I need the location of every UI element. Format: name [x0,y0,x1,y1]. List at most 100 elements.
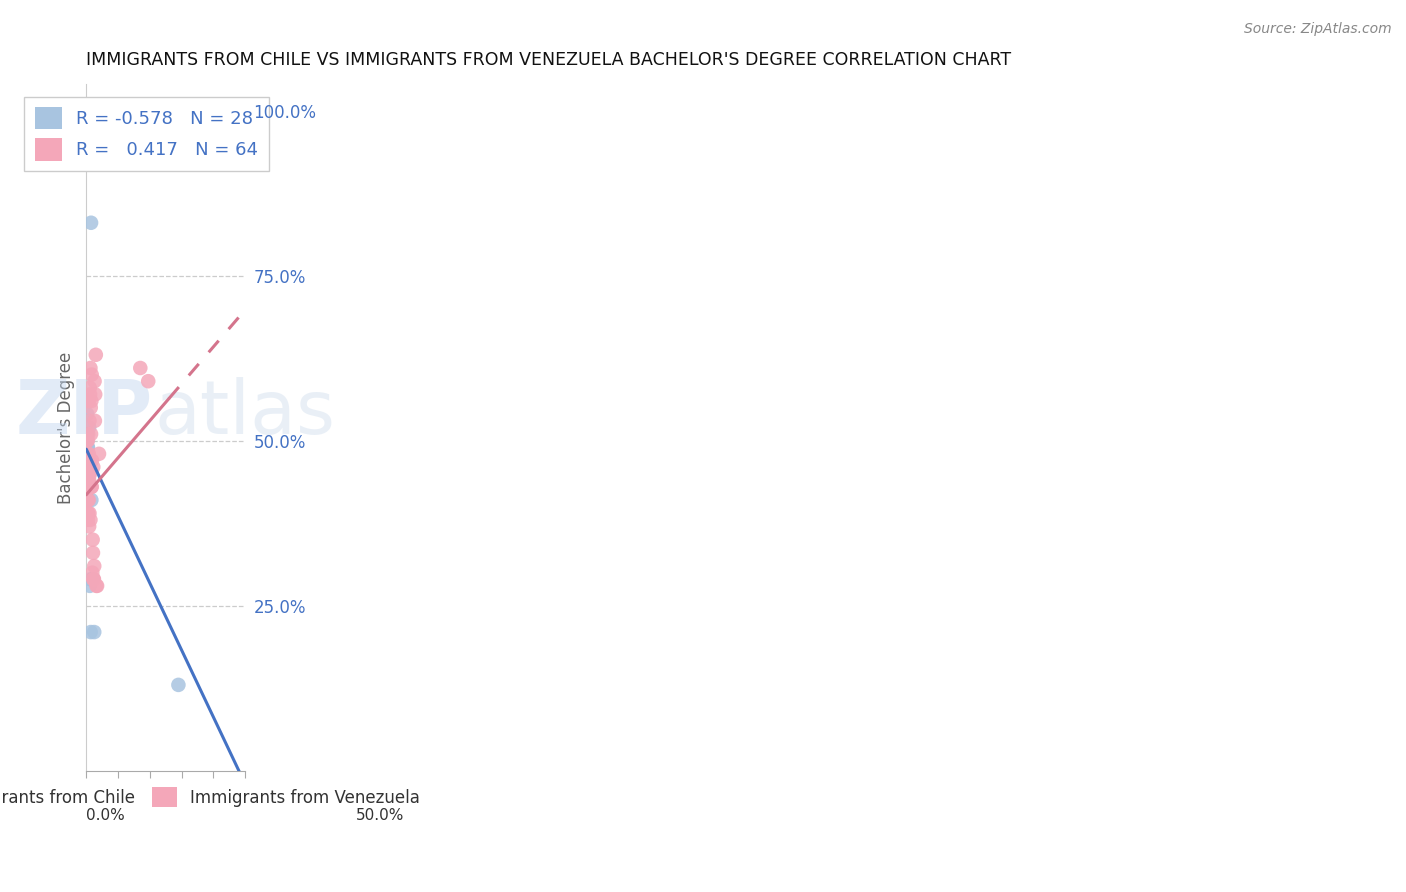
Point [76,473,98,487]
Point [76,460,98,475]
Point [86,579,108,593]
Point [79,480,101,494]
Point [76,460,98,475]
Point [77,513,100,527]
Point [76,467,98,481]
Point [79,513,101,527]
Point [77,447,100,461]
Point [83,374,105,388]
Point [77,460,100,475]
Point [77,480,100,494]
Point [79,453,101,467]
Point [79,480,101,494]
Point [80,401,103,415]
Point [80,480,103,494]
Point [80,453,103,467]
Point [76,480,98,494]
Point [76,506,98,520]
Point [76,493,98,508]
Point [76,460,98,475]
Point [79,467,101,481]
Point [77,427,100,442]
Point [76,427,98,442]
Point [80,394,103,409]
Point [80,572,103,586]
Point [77,420,100,434]
Point [79,414,101,428]
Point [167,678,190,692]
Point [77,467,100,481]
Point [79,361,101,376]
Point [77,434,100,448]
Point [80,480,103,494]
Point [76,447,98,461]
Point [80,480,103,494]
Legend: Immigrants from Chile, Immigrants from Venezuela: Immigrants from Chile, Immigrants from V… [0,780,427,814]
Point [82,460,104,475]
Point [76,473,98,487]
Point [86,579,108,593]
Point [77,460,100,475]
Point [77,460,100,475]
Point [77,519,100,533]
Point [77,467,100,481]
Point [77,453,100,467]
Point [83,572,105,586]
Point [77,467,100,481]
Text: 0.0%: 0.0% [86,808,125,823]
Point [77,394,100,409]
Point [80,368,103,382]
Point [79,381,101,395]
Point [77,453,100,467]
Point [77,493,100,508]
Point [76,493,98,508]
Point [77,480,100,494]
Point [76,453,98,467]
Text: IMMIGRANTS FROM CHILE VS IMMIGRANTS FROM VENEZUELA BACHELOR'S DEGREE CORRELATION: IMMIGRANTS FROM CHILE VS IMMIGRANTS FROM… [86,51,1011,69]
Point [83,414,105,428]
Point [76,434,98,448]
Point [80,216,103,230]
Text: atlas: atlas [155,377,336,450]
Point [76,407,98,421]
Point [77,440,100,454]
Point [77,506,100,520]
Point [83,572,105,586]
Point [80,480,103,494]
Point [77,493,100,508]
Point [80,427,103,442]
Point [77,460,100,475]
Y-axis label: Bachelor's Degree: Bachelor's Degree [58,351,75,504]
Point [76,447,98,461]
Point [82,533,104,547]
Point [79,506,101,520]
Point [82,546,104,560]
Point [136,374,159,388]
Point [129,361,152,376]
Point [80,493,103,508]
Point [77,473,100,487]
Point [84,387,107,401]
Text: 50.0%: 50.0% [356,808,404,823]
Point [87,447,110,461]
Point [83,559,105,574]
Point [77,473,100,487]
Point [79,480,101,494]
Point [77,473,100,487]
Point [76,480,98,494]
Point [76,453,98,467]
Point [76,440,98,454]
Point [77,480,100,494]
Point [79,387,101,401]
Point [76,434,98,448]
Point [82,572,104,586]
Point [77,480,100,494]
Point [79,572,101,586]
Point [80,625,103,640]
Point [82,566,104,580]
Point [84,348,107,362]
Text: Source: ZipAtlas.com: Source: ZipAtlas.com [1244,22,1392,37]
Point [83,625,105,640]
Text: ZIP: ZIP [15,377,153,450]
Point [79,579,101,593]
